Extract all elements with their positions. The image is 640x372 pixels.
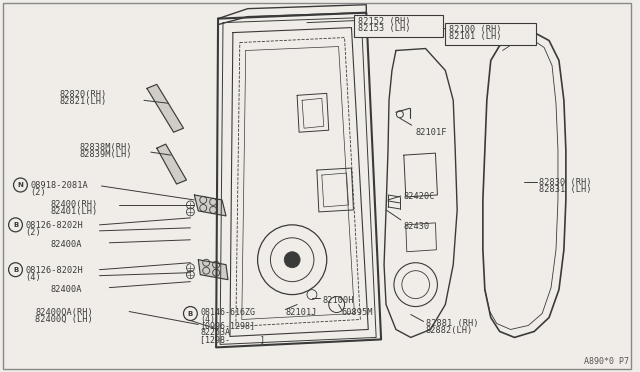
Polygon shape	[195, 195, 226, 216]
Text: 08146-616ZG: 08146-616ZG	[200, 308, 255, 317]
Text: 82400(RH): 82400(RH)	[50, 200, 97, 209]
Text: [0996-1298]: [0996-1298]	[200, 321, 255, 330]
Text: 82400A: 82400A	[50, 240, 81, 249]
Text: [1298-      ]: [1298- ]	[200, 336, 266, 344]
Text: (4): (4)	[26, 273, 41, 282]
Text: B: B	[188, 311, 193, 317]
Text: 82420C: 82420C	[404, 192, 435, 201]
Text: 82839M(LH): 82839M(LH)	[80, 150, 132, 159]
Text: 08126-8202H: 08126-8202H	[26, 221, 83, 230]
Text: 82821(LH): 82821(LH)	[60, 97, 108, 106]
Circle shape	[284, 252, 300, 268]
Text: 82830 (RH): 82830 (RH)	[539, 178, 592, 187]
Text: 60895M: 60895M	[342, 308, 373, 317]
Polygon shape	[147, 84, 184, 132]
Text: 08126-8202H: 08126-8202H	[26, 266, 83, 275]
Text: 82400Q (LH): 82400Q (LH)	[35, 314, 93, 324]
Text: 82882(LH): 82882(LH)	[426, 327, 473, 336]
Text: 82820(RH): 82820(RH)	[60, 90, 108, 99]
Text: 82400QA(RH): 82400QA(RH)	[35, 308, 93, 317]
Text: 82100H: 82100H	[323, 296, 355, 305]
Polygon shape	[198, 260, 228, 280]
Text: A890*0 P7: A890*0 P7	[584, 357, 628, 366]
Bar	[355, 15, 444, 36]
Bar	[445, 23, 536, 45]
Text: (2): (2)	[30, 188, 46, 197]
Text: N: N	[17, 182, 24, 188]
Text: 82400A: 82400A	[50, 285, 81, 294]
Polygon shape	[157, 144, 186, 184]
Text: 08918-2081A: 08918-2081A	[30, 181, 88, 190]
Text: 82153 (LH): 82153 (LH)	[358, 23, 411, 33]
Text: (4): (4)	[200, 314, 215, 324]
Text: 82100 (RH): 82100 (RH)	[449, 25, 502, 33]
Text: 82838M(RH): 82838M(RH)	[80, 143, 132, 152]
Text: 82831 (LH): 82831 (LH)	[539, 185, 592, 194]
Text: 82152 (RH): 82152 (RH)	[358, 17, 411, 26]
Text: 82101J: 82101J	[285, 308, 317, 317]
Text: 82101F: 82101F	[416, 128, 447, 137]
Text: (2): (2)	[26, 228, 41, 237]
Text: B: B	[13, 222, 18, 228]
Text: 82881 (RH): 82881 (RH)	[426, 320, 478, 328]
Text: 82253A: 82253A	[200, 328, 230, 337]
Text: B: B	[13, 267, 18, 273]
Text: 82401(LH): 82401(LH)	[50, 207, 97, 216]
Text: 82101 (LH): 82101 (LH)	[449, 32, 502, 41]
Text: 82430: 82430	[404, 222, 430, 231]
